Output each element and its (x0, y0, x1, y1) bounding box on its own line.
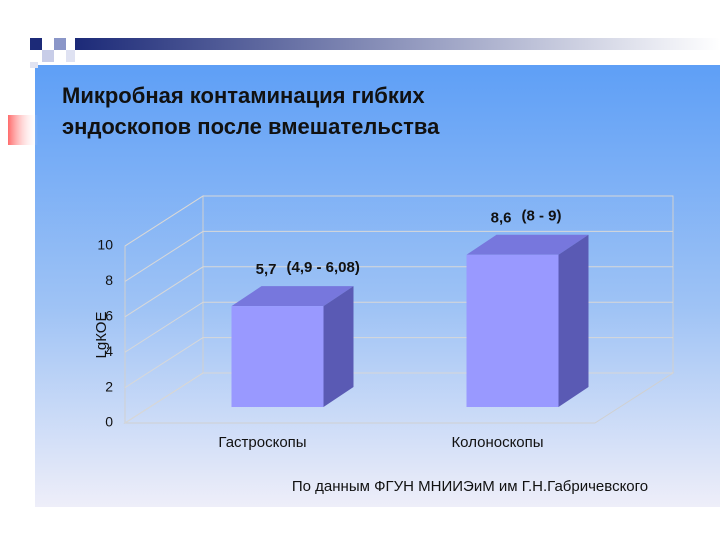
x-tick-label: Колоноскопы (451, 434, 543, 451)
value-label: 5,7 (256, 261, 277, 278)
y-tick-label: 6 (105, 308, 113, 324)
bar-side (558, 234, 589, 407)
value-label: 8,6 (491, 210, 512, 227)
y-tick-label: 2 (105, 378, 113, 394)
bar-top (466, 234, 589, 255)
bar (231, 306, 324, 407)
decor-squares (30, 38, 75, 68)
bar-top (231, 286, 354, 307)
y-tick-label: 8 (105, 272, 113, 288)
header-bar (75, 38, 720, 50)
bar (466, 254, 559, 407)
y-axis-label: LgКОЕ (93, 312, 110, 359)
content-panel (35, 65, 720, 507)
title-line: Микробная контаминация гибких (62, 83, 425, 108)
y-tick-label: 0 (105, 414, 113, 430)
title-line: эндоскопов после вмешательства (62, 114, 440, 139)
chart: 0 2 4 6 8 10 Гастроскопы 5,7 (4,9 - 6,08) Колонос… (97, 195, 675, 451)
y-tick-label: 4 (105, 343, 113, 359)
y-tick-label: 10 (97, 237, 113, 253)
grid-line (124, 195, 673, 247)
interval-label: (8 - 9) (522, 208, 562, 225)
interval-label: (4,9 - 6,08) (287, 259, 360, 276)
x-tick-label: Гастроскопы (218, 434, 306, 451)
grid-line (124, 230, 673, 282)
bar-side (323, 286, 354, 407)
decor-red (8, 115, 38, 145)
source-note: По данным ФГУН МНИИЭиМ им Г.Н.Габричевск… (292, 478, 648, 495)
